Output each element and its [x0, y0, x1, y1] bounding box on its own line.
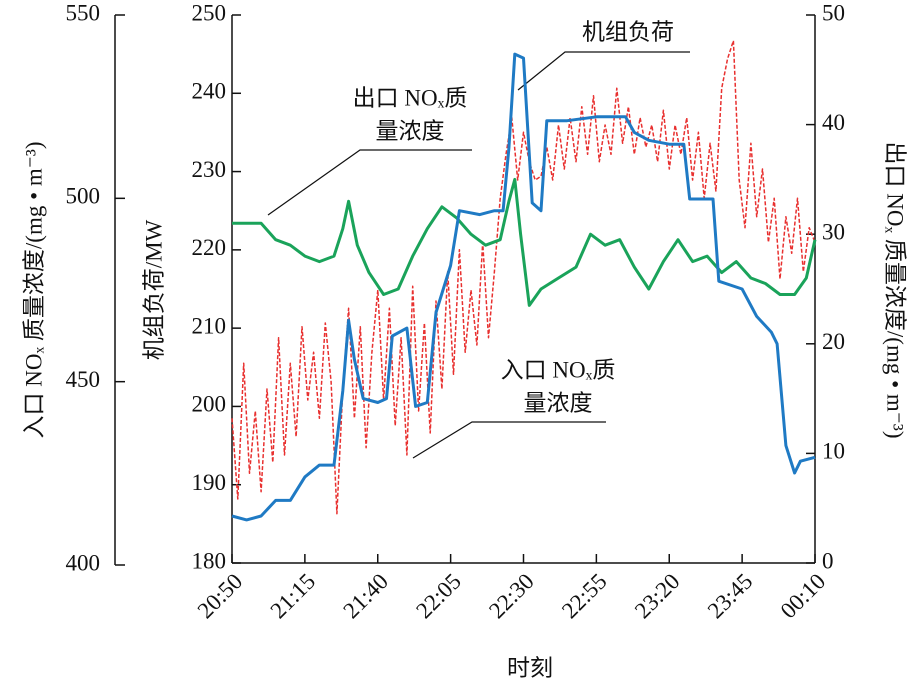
annotation: 机组负荷	[582, 19, 674, 44]
x-tick-label: 20:50	[193, 569, 248, 624]
x-axis-label: 时刻	[507, 655, 553, 680]
y2-tick-label: 30	[822, 219, 845, 244]
y2-tick-label: 0	[822, 548, 834, 573]
leader-line	[517, 51, 690, 91]
x-tick-label: 21:40	[338, 569, 393, 624]
y3-tick-label: 500	[66, 184, 101, 209]
y-tick-label: 220	[192, 235, 227, 260]
data-line	[231, 52, 816, 522]
y3-tick-label: 550	[66, 0, 101, 25]
y3-tick-label: 450	[66, 367, 101, 392]
y2-tick-label: 20	[822, 329, 845, 354]
data-line	[231, 39, 816, 515]
y-tick-label: 240	[192, 79, 227, 104]
data-line	[232, 177, 817, 307]
x-tick-label: 22:55	[557, 569, 612, 624]
x-tick-label: 23:45	[703, 569, 758, 624]
x-tick-label: 22:05	[411, 569, 466, 624]
y2-tick-label: 40	[822, 110, 845, 135]
y2-tick-label: 10	[822, 439, 845, 464]
x-tick-label: 21:15	[265, 569, 320, 624]
y3-axis-label: 入口 NOₓ 质量浓度/(mg • m⁻³)	[21, 142, 46, 439]
y3-tick-label: 400	[66, 550, 101, 575]
y-tick-label: 190	[192, 470, 227, 495]
annotation: 入口 NOₓ质	[501, 357, 616, 382]
annotation: 出口 NOₓ质	[353, 85, 468, 110]
y-axis-label: 机组负荷/MW	[141, 219, 166, 360]
y-tick-label: 200	[192, 392, 227, 417]
y-tick-label: 250	[192, 0, 227, 25]
y-tick-label: 210	[192, 313, 227, 338]
x-tick-label: 22:30	[484, 569, 539, 624]
leader-line	[267, 149, 472, 216]
y2-axis-label: 出口 NOₓ 质量浓度/(mg • m⁻³)	[883, 142, 908, 439]
annotation: 量浓度	[524, 390, 593, 415]
y-tick-label: 180	[192, 548, 227, 573]
y2-tick-label: 50	[822, 0, 845, 25]
annotation: 量浓度	[376, 118, 445, 143]
leader-line	[412, 421, 606, 459]
x-tick-label: 00:10	[776, 569, 831, 624]
x-tick-label: 23:20	[630, 569, 685, 624]
y-tick-label: 230	[192, 157, 227, 182]
